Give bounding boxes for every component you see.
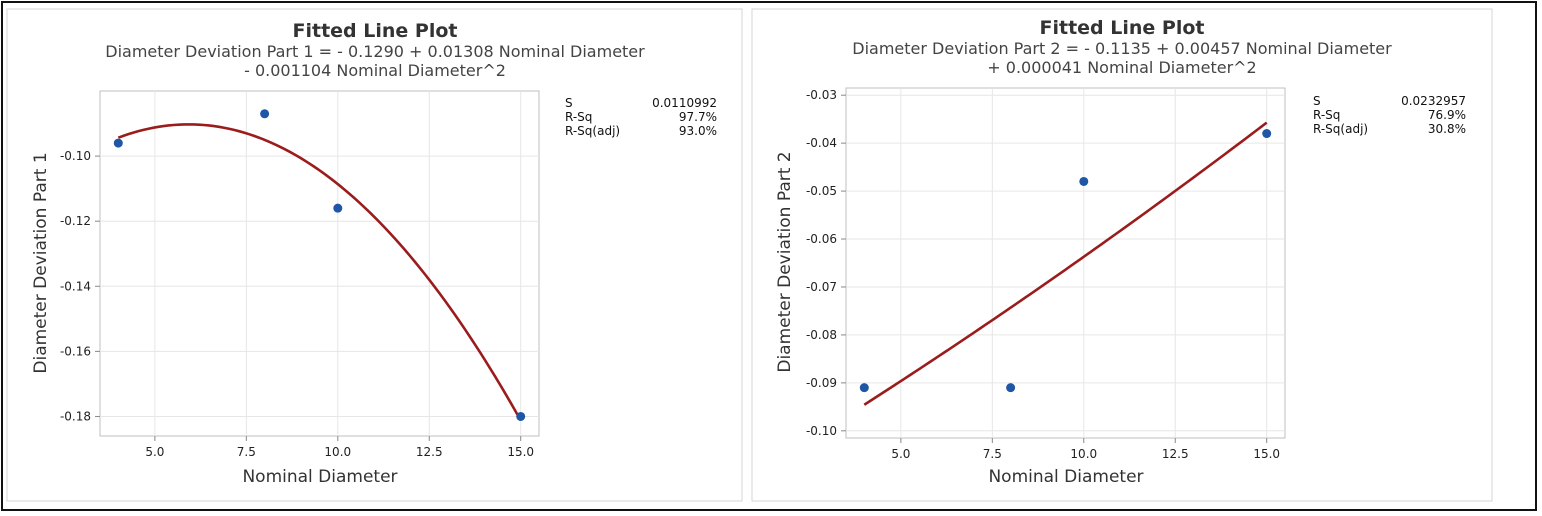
y-tick-label: -0.16 bbox=[60, 344, 91, 358]
data-point bbox=[859, 383, 869, 393]
stat-value: 93.0% bbox=[679, 124, 717, 138]
stat-value: 76.9% bbox=[1428, 108, 1466, 122]
chart-1-fit bbox=[117, 123, 522, 422]
data-point bbox=[1079, 176, 1089, 186]
data-point bbox=[1006, 383, 1016, 393]
chart-panel-2: Fitted Line Plot Diameter Deviation Part… bbox=[751, 8, 1493, 502]
chart-1-stats-table: S 0.0110992 R-Sq 97.7% R-Sq(adj) 93.0% bbox=[565, 96, 717, 138]
x-tick-label: 10.0 bbox=[1070, 447, 1097, 461]
y-tick-label: -0.07 bbox=[806, 280, 837, 294]
chart-1-points bbox=[113, 109, 526, 421]
chart-2-stats-table: S 0.0232957 R-Sq 76.9% R-Sq(adj) 30.8% bbox=[1313, 94, 1466, 136]
x-tick-label: 12.5 bbox=[416, 445, 443, 459]
chart-2-equation-line-2: + 0.000041 Nominal Diameter^2 bbox=[987, 58, 1256, 77]
fitted-regression-line bbox=[863, 121, 1268, 406]
chart-1-equation-line-1: Diameter Deviation Part 1 = - 0.1290 + 0… bbox=[105, 42, 645, 61]
y-tick-label: -0.12 bbox=[60, 214, 91, 228]
y-tick-label: -0.05 bbox=[806, 184, 837, 198]
y-tick-label: -0.10 bbox=[806, 424, 837, 438]
chart-1-y-axis-label: Diameter Deviation Part 1 bbox=[31, 152, 51, 373]
y-tick-label: -0.03 bbox=[806, 88, 837, 102]
chart-1-plot-area bbox=[99, 90, 540, 437]
data-point bbox=[260, 109, 270, 119]
x-tick-label: 7.5 bbox=[983, 447, 1002, 461]
stat-label: R-Sq bbox=[1313, 108, 1340, 122]
x-tick-label: 12.5 bbox=[1162, 447, 1189, 461]
stat-value: 30.8% bbox=[1428, 122, 1466, 136]
data-point bbox=[516, 411, 526, 421]
x-tick-label: 5.0 bbox=[145, 445, 164, 459]
x-tick-label: 10.0 bbox=[324, 445, 351, 459]
y-tick-label: -0.08 bbox=[806, 328, 837, 342]
chart-2-x-axis-label: Nominal Diameter bbox=[988, 467, 1143, 487]
y-tick-label: -0.14 bbox=[60, 279, 91, 293]
y-tick-label: -0.18 bbox=[60, 409, 91, 423]
x-tick-label: 15.0 bbox=[1253, 447, 1280, 461]
chart-2-plot-area bbox=[845, 87, 1286, 439]
data-point bbox=[333, 203, 343, 213]
chart-1-x-axis-label: Nominal Diameter bbox=[242, 467, 397, 487]
stat-value: 97.7% bbox=[679, 110, 717, 124]
chart-panel-1: Fitted Line Plot Diameter Deviation Part… bbox=[6, 8, 743, 502]
chart-1-equation-line-2: - 0.001104 Nominal Diameter^2 bbox=[244, 61, 506, 80]
stat-label: R-Sq(adj) bbox=[1313, 122, 1368, 136]
chart-2-fit bbox=[863, 121, 1268, 406]
chart-1-ticks: 5.0 7.5 10.0 12.5 15.0 -0.10 -0.12 -0.14 -0.16 -0… bbox=[60, 149, 534, 459]
stat-value: 0.0110992 bbox=[652, 96, 717, 110]
stat-label: S bbox=[1313, 94, 1321, 108]
y-tick-label: -0.10 bbox=[60, 149, 91, 163]
chart-2-ticks: 5.0 7.5 10.0 12.5 15.0 -0.03 -0.04 -0.05 -0.06 -0… bbox=[806, 88, 1280, 461]
x-tick-label: 5.0 bbox=[891, 447, 910, 461]
y-tick-label: -0.09 bbox=[806, 376, 837, 390]
stat-label: R-Sq(adj) bbox=[565, 124, 620, 138]
data-point bbox=[113, 138, 123, 148]
x-tick-label: 7.5 bbox=[237, 445, 256, 459]
y-tick-label: -0.06 bbox=[806, 232, 837, 246]
fitted-regression-line bbox=[117, 123, 522, 422]
chart-2-y-axis-label: Diameter Deviation Part 2 bbox=[775, 151, 795, 372]
stat-label: R-Sq bbox=[565, 110, 592, 124]
stat-label: S bbox=[565, 96, 573, 110]
data-point bbox=[1262, 129, 1272, 139]
chart-2-points bbox=[859, 129, 1272, 393]
chart-1-title: Fitted Line Plot bbox=[293, 20, 458, 42]
y-tick-label: -0.04 bbox=[806, 136, 837, 150]
chart-1-gridlines bbox=[100, 91, 539, 436]
x-tick-label: 15.0 bbox=[507, 445, 534, 459]
stat-value: 0.0232957 bbox=[1401, 94, 1466, 108]
chart-2-equation-line-1: Diameter Deviation Part 2 = - 0.1135 + 0… bbox=[852, 39, 1392, 58]
chart-2-title: Fitted Line Plot bbox=[1040, 17, 1205, 39]
chart-2-gridlines bbox=[846, 88, 1285, 438]
